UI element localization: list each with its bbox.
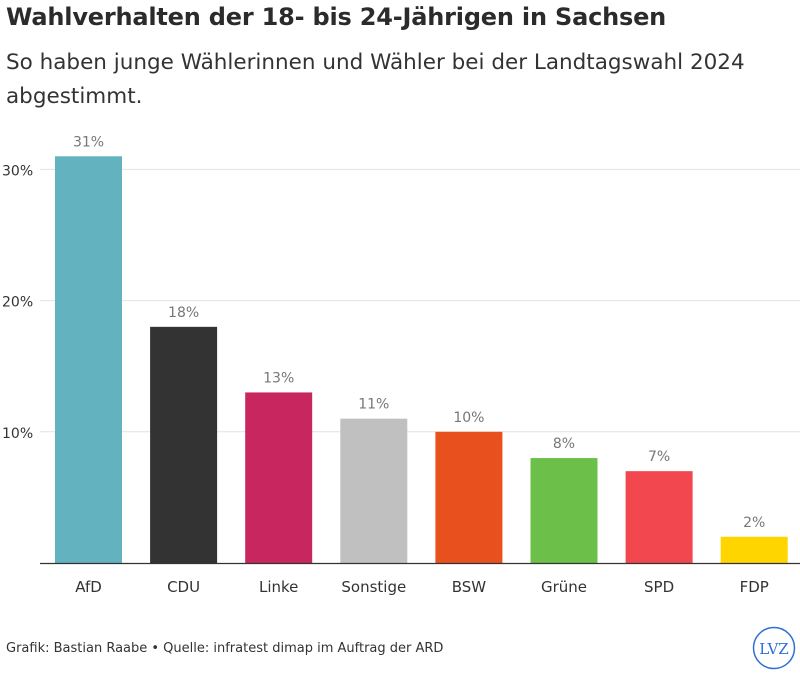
- logo-circle: [752, 626, 796, 670]
- bar-sonstige: [340, 418, 408, 563]
- logo-text: LVZ: [759, 640, 788, 658]
- x-tick-label: CDU: [167, 578, 200, 596]
- value-labels: 31% 18% 13% 11% 10% 8% 7% 2%: [73, 134, 765, 530]
- bar-cdu: [150, 326, 218, 563]
- data-label: 8%: [553, 436, 575, 452]
- bars: [55, 156, 788, 563]
- x-tick-label: Linke: [259, 578, 298, 596]
- x-tick-label: FDP: [740, 578, 769, 596]
- chart-subtitle: So haben junge Wählerinnen und Wähler be…: [6, 50, 745, 109]
- chart-title: Wahlverhalten der 18- bis 24-Jährigen in…: [6, 3, 667, 31]
- y-tick-label: 20%: [2, 295, 33, 311]
- data-label: 11%: [358, 397, 389, 413]
- bar-grüne: [530, 458, 598, 563]
- bar-chart: 10% 20% 30% 31% 18% 13% 11% 10% 8% 7% 2% AfD CDU Li…: [2, 134, 800, 596]
- x-tick-label: Grüne: [541, 578, 587, 596]
- bar-spd: [625, 471, 693, 563]
- bar-afd: [55, 156, 122, 563]
- y-tick-label: 10%: [2, 426, 33, 442]
- x-tick-label: BSW: [452, 578, 487, 596]
- data-label: 18%: [168, 305, 199, 321]
- y-tick-label: 30%: [2, 163, 33, 179]
- data-label: 13%: [263, 370, 294, 386]
- bar-fdp: [720, 536, 788, 563]
- x-tick-label: SPD: [644, 578, 674, 596]
- data-label: 31%: [73, 134, 104, 150]
- bar-bsw: [435, 431, 503, 563]
- lvz-logo: LVZ: [752, 626, 796, 670]
- y-axis-ticks: 10% 20% 30%: [2, 163, 33, 441]
- data-label: 10%: [453, 410, 484, 426]
- x-tick-label: AfD: [75, 578, 102, 596]
- x-tick-label: Sonstige: [341, 578, 406, 596]
- bar-linke: [245, 392, 313, 563]
- data-label: 7%: [648, 449, 670, 465]
- x-axis-labels: AfD CDU Linke Sonstige BSW Grüne SPD FDP: [75, 578, 769, 596]
- source-note: Grafik: Bastian Raabe • Quelle: infrates…: [6, 641, 444, 656]
- data-label: 2%: [743, 515, 765, 531]
